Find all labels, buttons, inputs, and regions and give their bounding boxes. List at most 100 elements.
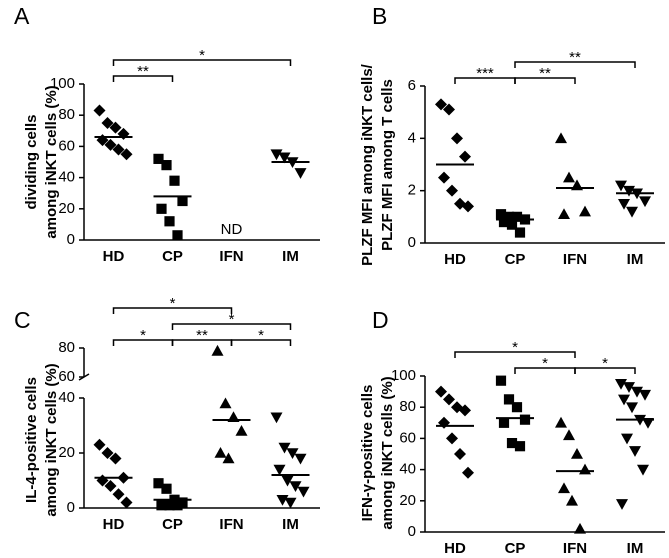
y-tick-label: 20 [399,492,416,509]
data-point [104,480,117,492]
y-tick-label: 0 [408,234,416,251]
x-tick-label: HD [103,248,125,265]
y-tick-label: 6 [408,77,416,94]
data-point [514,227,526,238]
y-tick-label: 0 [67,231,75,248]
data-point [616,499,628,510]
significance-label: ** [569,49,581,66]
data-point [563,171,575,183]
significance-label: * [258,327,264,344]
data-point [454,448,466,460]
data-point [112,143,125,156]
y-tick-label: 80 [58,339,75,356]
data-point [438,416,450,429]
y-tick-label: 40 [58,389,75,406]
panel-label: A [14,3,30,29]
y-axis-label: among iNKT cells (%) [43,363,60,516]
data-point [626,402,638,414]
data-point [626,206,638,218]
y-tick-label: 4 [408,129,416,146]
y-axis-label: PLZF MFI among iNKT cells/ [359,63,376,266]
data-point [446,432,458,445]
x-tick-label: CP [505,540,526,557]
x-tick-label: IFN [563,540,587,557]
data-point [503,394,515,405]
data-point [294,453,307,465]
data-point [511,402,523,413]
data-point [566,494,578,506]
y-tick-label: 2 [408,182,416,199]
data-point [443,393,455,406]
significance-bracket [112,75,174,82]
significance-label: * [542,355,548,372]
data-point [555,132,567,144]
data-point [555,416,567,428]
data-point [519,414,531,425]
data-point [278,152,291,164]
x-tick-label: IM [282,248,299,265]
data-point [498,417,510,428]
data-point [579,463,591,475]
data-point [642,418,654,429]
y-tick-label: 60 [58,368,75,385]
data-point [462,466,474,479]
data-point [615,379,627,390]
y-tick-label: 40 [399,461,416,478]
y-axis-label: among iNKT cells (%) [379,376,396,529]
y-tick-label: 100 [50,75,75,92]
significance-label: * [140,327,146,344]
x-tick-label: IFN [219,248,243,265]
data-point [169,175,180,186]
data-point [164,500,175,511]
data-point [495,375,507,386]
data-point [161,483,172,494]
data-point [294,168,307,179]
significance-label: ** [137,63,149,80]
data-point [297,486,310,498]
y-axis-label: IL-4-positive cells [23,377,40,503]
significance-label: * [512,339,518,356]
data-point [459,150,471,163]
y-tick-label: 0 [67,499,75,516]
data-point [270,412,283,424]
x-tick-label: HD [444,540,466,557]
data-point [438,171,450,184]
data-point [443,103,455,116]
significance-bracket [574,367,636,374]
data-point [273,464,286,476]
significance-bracket [230,339,292,346]
data-point [558,208,570,220]
x-tick-label: IM [627,251,644,268]
data-point [514,441,526,452]
data-point [618,394,630,406]
x-tick-label: IM [282,516,299,533]
data-point [629,446,641,457]
x-tick-label: CP [505,251,526,268]
missing-label: ND [221,221,243,238]
data-point [615,180,627,192]
data-point [563,429,575,441]
significance-label: * [199,47,205,64]
data-point [639,196,651,208]
y-axis-label: IFN-γ-positive cells [359,385,376,522]
data-point [631,386,643,398]
data-point [435,385,447,398]
data-point [571,448,583,459]
data-point [222,452,235,464]
data-point [623,382,635,393]
data-point [214,447,227,458]
data-point [109,121,122,134]
significance-label: * [602,355,608,372]
data-point [172,230,183,241]
significance-bracket [112,307,233,314]
significance-label: ** [539,65,551,82]
data-point [558,482,570,494]
panel-label: D [372,307,389,333]
significance-bracket [514,77,576,84]
data-point [286,448,299,459]
data-point [451,132,463,145]
y-tick-label: 80 [58,106,75,123]
significance-label: *** [476,65,494,82]
data-point [109,452,122,465]
